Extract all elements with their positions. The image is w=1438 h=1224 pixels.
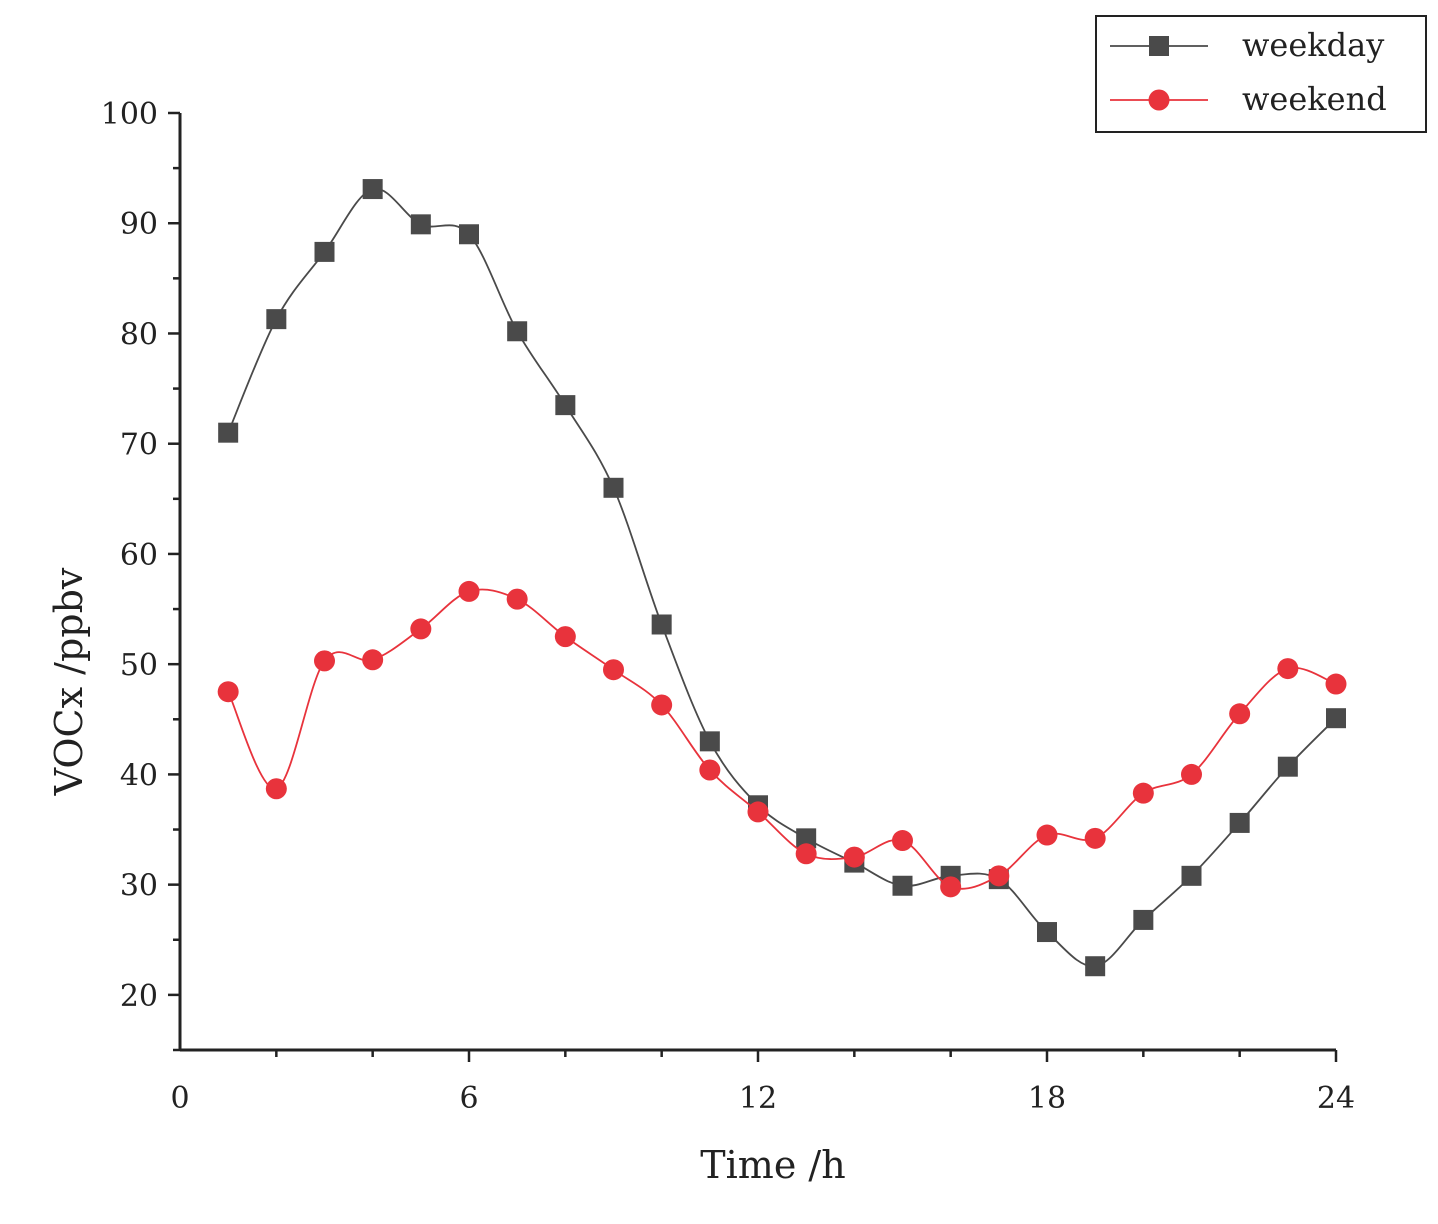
data-point-weekend [651,694,673,716]
data-point-weekend [795,843,817,865]
data-point-weekend [747,801,769,823]
series-line-weekday [227,187,1337,968]
data-point-weekend [1036,824,1058,846]
data-point-weekday [1133,909,1154,930]
data-point-weekend [314,650,335,672]
legend: weekday weekend [1095,15,1427,133]
data-point-weekday [603,477,624,498]
series-layer [217,179,1347,977]
data-point-weekday [218,422,239,443]
data-point-weekday [1326,708,1346,729]
legend-label-weekend: weekend [1242,80,1387,118]
data-point-weekday [1181,865,1202,886]
legend-item-weekend: weekend [1110,80,1387,118]
y-tick-label: 20 [120,979,158,1014]
data-point-weekend [603,659,624,681]
data-point-weekend [1277,658,1299,680]
x-tick-label: 24 [1317,1081,1355,1116]
y-tick-label: 30 [120,869,158,904]
data-point-weekend [892,830,913,852]
data-point-weekend [1132,782,1154,804]
data-point-weekday [507,321,528,342]
legend-item-weekday: weekday [1110,26,1384,64]
series-weekday [218,179,1346,977]
data-point-weekday [1037,922,1057,943]
x-tick-label: 0 [170,1081,189,1116]
data-point-weekend [410,618,432,640]
y-tick-label: 90 [120,207,158,242]
data-point-weekend [843,846,865,868]
series-weekend [217,580,1347,898]
legend-label-weekday: weekday [1242,26,1384,64]
data-point-weekday [555,395,576,416]
data-point-weekend [988,865,1010,887]
data-point-weekday [266,309,287,330]
data-point-weekend [458,580,480,602]
data-point-weekend [699,759,721,781]
y-tick-label: 100 [101,97,158,132]
y-tick-label: 80 [120,317,158,352]
data-point-weekend [1181,763,1202,785]
data-point-weekday [1085,956,1106,977]
y-tick-label: 70 [120,428,158,463]
data-point-weekday [362,179,383,200]
x-tick-label: 18 [1028,1081,1066,1116]
data-point-weekend [940,876,962,898]
data-point-weekend [554,626,576,648]
data-point-weekday [699,731,720,752]
axes: 20 30 40 50 60 70 80 90 100 0 6 12 18 24 Time /h VOCx /… [47,97,1355,1187]
data-point-weekday [459,224,479,245]
legend-box [1095,15,1427,133]
data-point-weekend [265,778,287,800]
x-axis-title: Time /h [700,1143,845,1187]
data-point-weekend [217,681,239,703]
y-tick-label: 40 [120,758,158,793]
data-point-weekday [1229,812,1250,833]
data-point-weekday [410,214,431,235]
data-point-weekend [1229,703,1251,725]
data-point-weekday [651,614,672,635]
data-point-weekday [892,875,913,896]
y-tick-label: 60 [120,538,158,573]
data-point-weekday [314,241,335,262]
data-point-weekend [1084,827,1106,849]
series-line-weekend [227,588,1337,890]
data-point-weekend [506,588,528,610]
legend-marker-weekday [1149,36,1169,56]
data-point-weekday [796,828,817,849]
data-point-weekend [1325,673,1347,695]
data-point-weekday [1277,756,1298,777]
y-axis-title: VOCx /ppbv [47,567,91,796]
x-tick-label: 6 [459,1081,478,1116]
x-tick-label: 12 [739,1081,777,1116]
legend-marker-weekend [1148,89,1170,111]
y-tick-label: 50 [120,648,158,683]
data-point-weekend [362,649,384,671]
